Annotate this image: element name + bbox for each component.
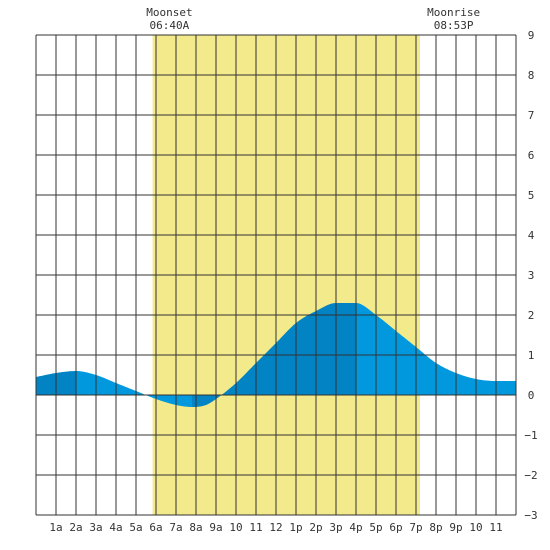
y-tick-label: −2 bbox=[524, 469, 537, 482]
x-tick-label: 9a bbox=[209, 521, 222, 534]
x-tick-label: 9p bbox=[449, 521, 462, 534]
x-tick-label: 7a bbox=[169, 521, 182, 534]
x-tick-labels: 1a 2a 3a 4a 5a 6a 7a 8a 9a 10 11 12 1p 2p 3p 4p 5p 6p 7p 8p… bbox=[49, 521, 502, 534]
y-tick-label: 7 bbox=[528, 109, 535, 122]
tide-area-segment-3 bbox=[192, 395, 216, 407]
y-tick-label: 5 bbox=[528, 189, 535, 202]
x-tick-label: 6a bbox=[149, 521, 162, 534]
x-tick-label: 7p bbox=[409, 521, 422, 534]
y-tick-label: 2 bbox=[528, 309, 535, 322]
y-tick-labels: −3 −2 −1 0 1 2 3 4 5 6 7 8 9 bbox=[524, 29, 537, 522]
y-tick-label: −3 bbox=[524, 509, 537, 522]
y-tick-label: −1 bbox=[524, 429, 537, 442]
x-tick-label: 11 bbox=[249, 521, 262, 534]
y-tick-label: 4 bbox=[528, 229, 535, 242]
y-tick-label: 9 bbox=[528, 29, 535, 42]
x-tick-label: 2a bbox=[69, 521, 82, 534]
y-tick-label: 1 bbox=[528, 349, 535, 362]
x-tick-label: 11 bbox=[489, 521, 502, 534]
x-tick-label: 3a bbox=[89, 521, 102, 534]
annotation-time: 08:53P bbox=[434, 19, 474, 32]
y-tick-label: 3 bbox=[528, 269, 535, 282]
y-tick-label: 6 bbox=[528, 149, 535, 162]
x-tick-label: 4p bbox=[349, 521, 362, 534]
x-tick-label: 10 bbox=[229, 521, 242, 534]
x-tick-label: 8p bbox=[429, 521, 442, 534]
x-tick-label: 12 bbox=[269, 521, 282, 534]
x-tick-label: 8a bbox=[189, 521, 202, 534]
annotation-time: 06:40A bbox=[150, 19, 190, 32]
x-tick-label: 5a bbox=[129, 521, 142, 534]
x-tick-label: 1a bbox=[49, 521, 62, 534]
x-tick-label: 1p bbox=[289, 521, 302, 534]
tide-area-segment-2 bbox=[156, 395, 192, 407]
grid-layer bbox=[35, 34, 517, 516]
y-tick-label: 8 bbox=[528, 69, 535, 82]
x-tick-label: 3p bbox=[329, 521, 342, 534]
x-tick-label: 5p bbox=[369, 521, 382, 534]
tide-area-segment-4 bbox=[216, 303, 356, 399]
x-tick-label: 4a bbox=[109, 521, 122, 534]
y-tick-label: 0 bbox=[528, 389, 535, 402]
x-tick-label: 2p bbox=[309, 521, 322, 534]
annotation-label: Moonset bbox=[146, 6, 192, 19]
x-tick-label: 6p bbox=[389, 521, 402, 534]
annotation-label: Moonrise bbox=[427, 6, 480, 19]
x-tick-label: 10 bbox=[469, 521, 482, 534]
